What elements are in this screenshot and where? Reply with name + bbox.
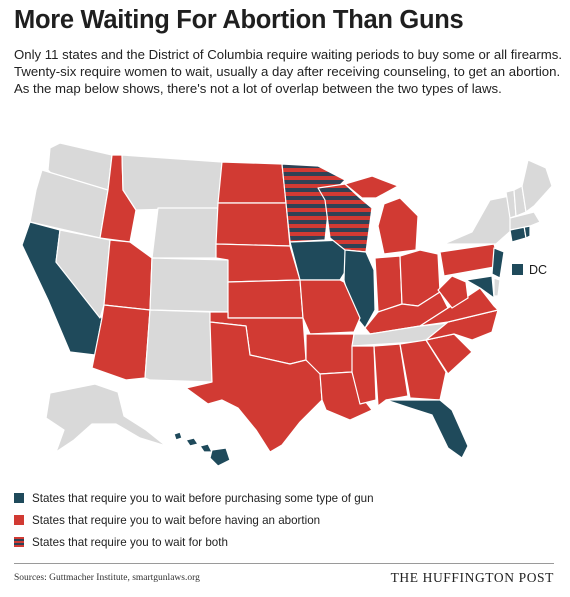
legend-item-gun: States that require you to wait before p… <box>14 487 554 509</box>
state-massachusetts <box>509 211 541 231</box>
state-maine <box>521 159 553 213</box>
state-hawaii-2 <box>185 437 199 447</box>
legend-item-both: States that require you to wait for both <box>14 531 554 553</box>
state-alaska <box>45 383 167 453</box>
state-colorado <box>149 257 229 313</box>
state-michigan-upper <box>344 175 399 199</box>
legend-item-abortion: States that require you to wait before h… <box>14 509 554 531</box>
legend-label-both: States that require you to wait for both <box>32 535 228 549</box>
legend-swatch-gun <box>14 493 24 503</box>
brand-logo: THE HUFFINGTON POST <box>390 570 554 585</box>
legend-label-gun: States that require you to wait before p… <box>32 491 374 505</box>
state-florida <box>385 399 469 459</box>
state-north-dakota <box>217 161 287 204</box>
state-oregon <box>29 169 109 239</box>
legend: States that require you to wait before p… <box>14 487 554 553</box>
state-delaware <box>493 277 501 297</box>
state-new-mexico <box>144 309 213 383</box>
state-indiana <box>374 255 403 313</box>
state-georgia <box>399 339 447 401</box>
state-wyoming <box>151 207 219 259</box>
state-south-dakota <box>215 202 291 247</box>
dc-label: DC <box>529 263 547 277</box>
state-hawaii-4 <box>209 447 231 467</box>
state-west-virginia <box>437 275 469 309</box>
state-new-york <box>443 195 515 245</box>
state-texas <box>185 321 323 453</box>
state-nebraska <box>215 243 301 283</box>
state-missouri <box>299 279 361 335</box>
page-title: More Waiting For Abortion Than Guns <box>14 6 464 34</box>
state-alabama <box>373 343 409 407</box>
sources-text: Sources: Guttmacher Institute, smartgunl… <box>14 573 200 583</box>
state-utah <box>103 239 153 311</box>
state-pennsylvania <box>439 243 501 277</box>
legend-label-abortion: States that require you to wait before h… <box>32 513 321 527</box>
us-map: DC <box>21 142 553 467</box>
footer-divider <box>14 563 554 564</box>
dc-marker <box>512 264 523 275</box>
state-kansas <box>227 279 304 319</box>
state-michigan <box>377 197 419 255</box>
intro-text: Only 11 states and the District of Colum… <box>14 47 563 96</box>
state-hawaii-3 <box>199 443 213 453</box>
legend-swatch-abortion <box>14 515 24 525</box>
state-montana <box>121 154 223 211</box>
state-maryland <box>465 275 495 299</box>
state-mississippi <box>351 345 377 405</box>
state-arkansas <box>305 333 355 375</box>
state-new-jersey <box>491 247 505 279</box>
state-hawaii-1 <box>173 431 183 441</box>
legend-swatch-both <box>14 537 24 547</box>
